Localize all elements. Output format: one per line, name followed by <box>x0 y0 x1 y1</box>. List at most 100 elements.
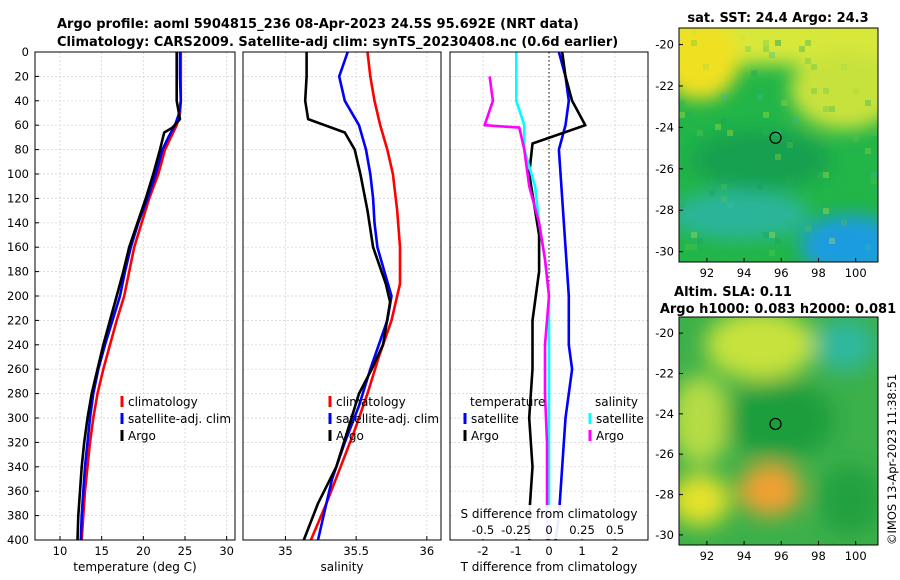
y-tick-label: 320 <box>7 435 29 449</box>
sla-orange-south <box>738 464 802 516</box>
sst-green-core <box>690 130 830 190</box>
x-tick-label: 0 <box>545 544 552 558</box>
map-y-tick-label: -26 <box>655 447 674 461</box>
s-diff-tick-label: -0.5 <box>472 523 494 537</box>
sla-map: Altim. SLA: 0.11 Argo h1000: 0.083 h2000… <box>655 285 896 563</box>
y-tick-label: 160 <box>7 240 29 254</box>
x-tick-label: 35 <box>278 544 293 558</box>
temperature-panel: 10 15 20 25 30 0 20 40 60 80 100 120 140 160 180 200 22… <box>7 45 236 574</box>
sst-pixel <box>853 136 859 142</box>
sst-pixel <box>865 148 871 154</box>
sst-pixel <box>763 40 769 46</box>
sst-pixel <box>799 46 805 52</box>
map-x-tick-label: 94 <box>737 266 752 280</box>
x-tick-label: 30 <box>219 544 234 558</box>
sst-pixel <box>721 184 727 190</box>
x-tick-label: 25 <box>178 544 193 558</box>
map-y-tick-label: -30 <box>655 528 674 542</box>
map-y-tick-label: -26 <box>655 162 674 176</box>
s-diff-tick-label: -0.25 <box>501 523 531 537</box>
legend-s-argo: Argo <box>596 429 624 443</box>
sst-pixel <box>805 40 811 46</box>
x-tick-label: 1 <box>578 544 585 558</box>
map-y-tick-label: -28 <box>655 488 674 502</box>
sla-teal-northeast <box>815 319 875 371</box>
sst-pixel <box>763 130 769 136</box>
sst-pixel <box>871 172 877 178</box>
sst-pixel <box>829 238 835 244</box>
sst-pixel <box>823 208 829 214</box>
sst-pixel <box>775 154 781 160</box>
sst-pixel <box>805 226 811 232</box>
map-y-tick-label: -22 <box>655 366 674 380</box>
sst-teal-south <box>679 190 810 240</box>
legend-argo: Argo <box>128 429 156 443</box>
sst-pixel <box>841 220 847 226</box>
y-tick-label: 240 <box>7 338 29 352</box>
sst-pixel <box>751 70 757 76</box>
sst-pixel <box>757 184 763 190</box>
sst-pixel <box>763 232 769 238</box>
sst-pixel <box>703 64 709 70</box>
map-y-tick-label: -24 <box>655 407 674 421</box>
sst-map-title: sat. SST: 24.4 Argo: 24.3 <box>687 11 868 26</box>
legend-t-argo: Argo <box>471 429 499 443</box>
map-x-tick-label: 96 <box>774 549 789 563</box>
series-line-s-argo <box>483 76 551 540</box>
x-tick-label: 36 <box>420 544 435 558</box>
sst-pixel <box>679 202 685 208</box>
y-tick-label: 260 <box>7 362 29 376</box>
map-x-tick-label: 98 <box>811 266 826 280</box>
y-tick-label: 120 <box>7 191 29 205</box>
sst-pixel <box>769 232 775 238</box>
x-tick-label: 20 <box>136 544 151 558</box>
map-x-tick-label: 100 <box>845 549 867 563</box>
y-tick-label: 20 <box>14 69 29 83</box>
sst-pixel <box>775 40 781 46</box>
y-tick-label: 140 <box>7 216 29 230</box>
sst-pixel <box>691 40 697 46</box>
series-line-t-satellite <box>554 52 574 540</box>
sst-pixel <box>745 46 751 52</box>
y-tick-label: 40 <box>14 94 29 108</box>
map-y-tick-label: -24 <box>655 120 674 134</box>
sst-pixel <box>721 196 727 202</box>
sla-argo-marker <box>769 417 782 431</box>
sst-pixel <box>823 106 829 112</box>
map-x-tick-label: 92 <box>700 549 715 563</box>
sst-pixel <box>691 28 697 34</box>
sst-pixel <box>871 178 877 184</box>
y-tick-label: 0 <box>22 45 29 59</box>
map-x-tick-label: 100 <box>845 266 867 280</box>
figure-title-line2: Climatology: CARS2009. Satellite-adj cli… <box>57 35 618 50</box>
sst-pixel <box>805 58 811 64</box>
salinity-xlabel: salinity <box>320 560 363 574</box>
sst-map-frame <box>678 27 879 263</box>
y-tick-label: 360 <box>7 484 29 498</box>
sst-pixel <box>679 100 685 106</box>
difference-xlabel2: S difference from climatology <box>461 507 638 521</box>
salinity-legend: climatology satellite-adj. clim Argo <box>328 395 439 443</box>
figure-title-line1: Argo profile: aoml 5904815_236 08-Apr-20… <box>57 17 579 32</box>
salinity-panel: 35 35.5 36 salinity climatology satellite-… <box>242 51 442 574</box>
x-tick-label: 2 <box>611 544 618 558</box>
sst-pixel <box>697 238 703 244</box>
sst-pixel <box>823 88 829 94</box>
sst-pixel <box>841 64 847 70</box>
y-tick-label: 80 <box>14 143 29 157</box>
sst-pixel <box>691 232 697 238</box>
sst-pixel <box>865 244 871 250</box>
sst-pixel <box>775 40 781 46</box>
legend-climatology: climatology <box>336 395 406 409</box>
legend-s-satellite: satellite <box>596 412 644 426</box>
temperature-legend: climatology satellite-adj. clim Argo <box>120 395 231 443</box>
sst-pixel <box>853 148 859 154</box>
sst-pixel <box>697 136 703 142</box>
map-x-tick-label: 94 <box>737 549 752 563</box>
sst-pixel <box>727 202 733 208</box>
sst-argo-marker <box>769 131 782 144</box>
sst-pixel <box>865 100 871 106</box>
x-tick-label: -1 <box>510 544 521 558</box>
sst-pixel <box>721 118 727 124</box>
series-line-satellite-adj-clim <box>79 52 183 540</box>
